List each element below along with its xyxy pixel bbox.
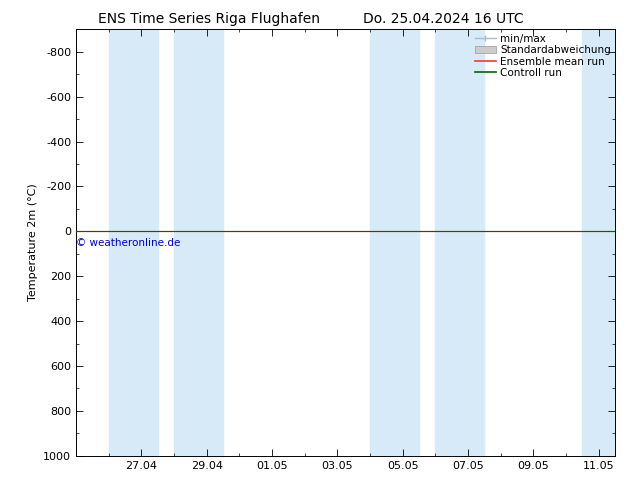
Bar (582, 29, 615, 456)
Text: ENS Time Series Riga Flughafen: ENS Time Series Riga Flughafen (98, 12, 320, 26)
Text: © weatheronline.de: © weatheronline.de (77, 238, 181, 248)
Text: Do. 25.04.2024 16 UTC: Do. 25.04.2024 16 UTC (363, 12, 524, 26)
Y-axis label: Temperature 2m (°C): Temperature 2m (°C) (28, 184, 37, 301)
Legend: min/max, Standardabweichung, Ensemble mean run, Controll run: min/max, Standardabweichung, Ensemble me… (473, 31, 613, 80)
Bar (109, 29, 158, 456)
Bar (436, 29, 484, 456)
Bar (370, 29, 419, 456)
Bar (174, 29, 223, 456)
